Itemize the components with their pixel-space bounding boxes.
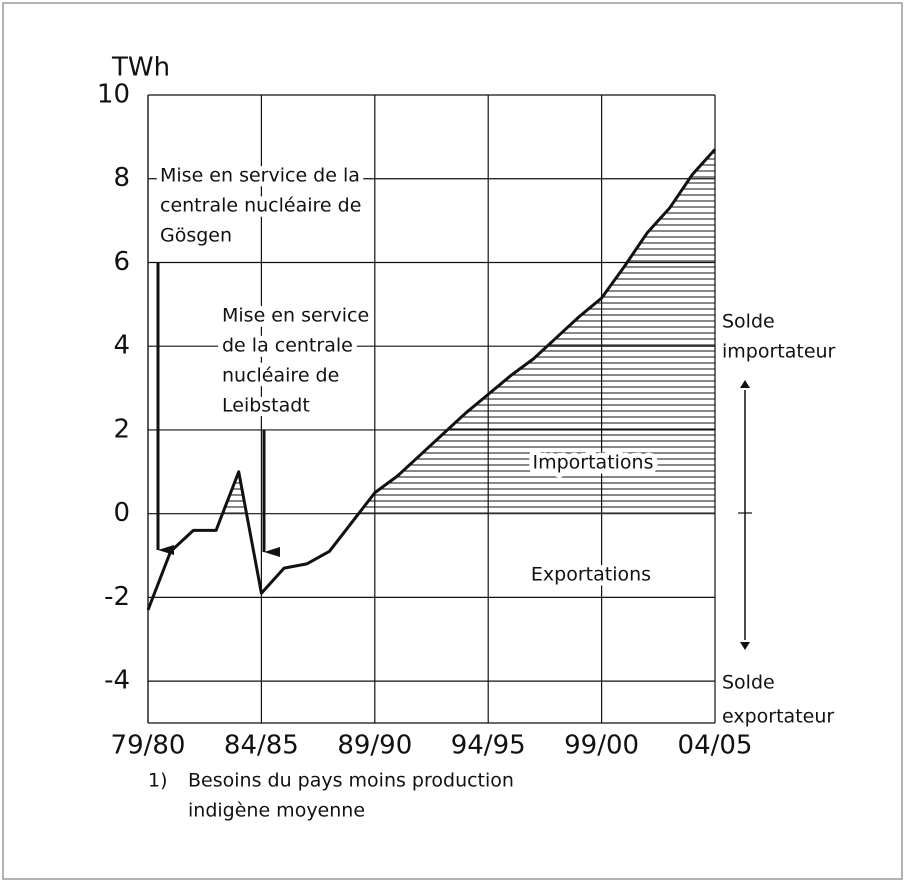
y-tick-label: 2 (113, 414, 130, 444)
y-tick-label: 0 (113, 498, 130, 528)
annotation: Gösgen (160, 225, 232, 247)
y-tick-label: 8 (113, 163, 130, 193)
import-area (222, 149, 715, 513)
annotation: centrale nucléaire de (160, 195, 361, 217)
x-tick-label: 79/80 (111, 731, 186, 761)
y-axis-label: TWh (111, 53, 170, 83)
marks (146, 148, 717, 611)
x-tick-label: 04/05 (678, 731, 753, 761)
annotation: nucléaire de (222, 365, 339, 387)
annotation: Solde (722, 311, 775, 333)
x-tick-label: 94/95 (451, 731, 526, 761)
line (146, 148, 717, 611)
footnote: indigène moyenne (188, 800, 365, 822)
grid: -4 -2 0 2 4 6 8 10 79/80 84/85 89/90 94/95 99/00 04/0… (97, 80, 753, 761)
y-tick-label: 10 (97, 80, 130, 110)
y-tick-label: 6 (113, 247, 130, 277)
annotation: exportateur (722, 706, 834, 728)
annotation: Mise en service (222, 305, 369, 327)
annotation: importateur (722, 341, 836, 363)
area-label: Importations (533, 452, 654, 474)
footnote-marker: 1) (148, 770, 168, 792)
y-tick-label: 4 (113, 331, 130, 361)
y-tick-label: -2 (104, 582, 130, 612)
footnote: Besoins du pays moins production (188, 770, 514, 792)
x-tick-label: 99/00 (564, 731, 639, 761)
annotation: de la centrale (222, 335, 353, 357)
y-tick-label: -4 (104, 666, 130, 696)
area-label: Exportations (531, 564, 651, 586)
annotation: Mise en service de la (160, 165, 360, 187)
x-tick-label: 89/90 (337, 731, 412, 761)
labels: TWh Mise en service de la centrale nuclé… (111, 53, 841, 827)
annotation: Leibstadt (222, 395, 310, 417)
x-tick-label: 84/85 (224, 731, 299, 761)
annotation: Solde (722, 672, 775, 694)
